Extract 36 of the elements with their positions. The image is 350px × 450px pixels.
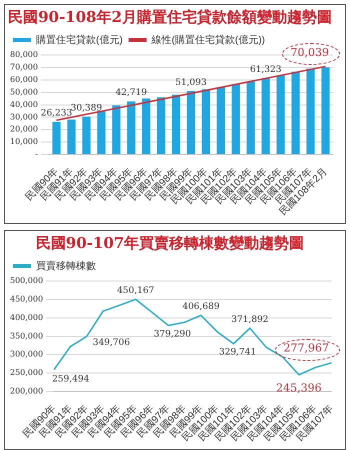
annotation: 70,039 (290, 46, 330, 60)
data-label: 30,389 (70, 104, 102, 114)
y-tick-label: 10,000 (10, 137, 38, 146)
y-tick-label: 450,000 (10, 294, 44, 304)
legend-label: 購置住宅貸款(億元) (36, 34, 123, 46)
y-tick-label: 40,000 (10, 100, 38, 109)
y-tick-label: 30,000 (10, 112, 38, 122)
data-label: 406,689 (182, 302, 220, 312)
data-label: 259,494 (52, 374, 90, 384)
y-tick-label: 50,000 (10, 87, 38, 96)
data-label: 379,290 (154, 329, 192, 340)
y-tick-label: 250,000 (10, 368, 44, 378)
y-tick-label: 300,000 (10, 350, 44, 359)
data-label: 329,741 (218, 348, 256, 358)
data-label: 61,323 (250, 65, 282, 76)
data-label: 26,233 (40, 108, 72, 119)
data-label: 349,706 (92, 338, 130, 348)
data-label: 42,719 (115, 88, 148, 98)
data-label: 450,167 (117, 286, 155, 296)
y-tick-label: 500,000 (10, 276, 44, 286)
legend-label: 線性(購置住宅貸款(億元)) (150, 34, 265, 46)
y-tick-label: 80,000 (10, 50, 38, 60)
legend-label: 買賣移轉棟數 (36, 260, 96, 272)
y-tick-label: 70,000 (10, 62, 38, 72)
y-tick-label: 350,000 (10, 331, 44, 340)
y-tick-label: 60,000 (10, 74, 38, 84)
y-tick-label: - (35, 150, 38, 159)
y-tick-label: 400,000 (10, 312, 44, 322)
chart-title: 民國90-108年2月購置住宅貸款餘額變動趨勢圖 (8, 8, 332, 26)
y-tick-label: 200,000 (10, 386, 44, 396)
data-label: 371,892 (231, 315, 269, 326)
data-label: 51,093 (175, 78, 208, 88)
annotation: 245,396 (276, 382, 322, 395)
chart-title: 民國90-107年買賣移轉棟數變動趨勢圖 (36, 234, 304, 252)
annotation: 277,967 (284, 342, 330, 355)
y-tick-label: 20,000 (10, 124, 38, 134)
